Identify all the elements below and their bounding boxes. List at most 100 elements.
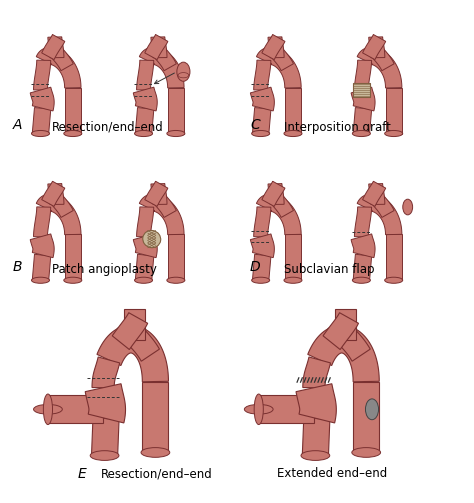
Ellipse shape — [64, 277, 82, 283]
Polygon shape — [42, 35, 65, 60]
Ellipse shape — [177, 62, 190, 81]
Polygon shape — [253, 108, 271, 134]
Polygon shape — [256, 194, 301, 235]
Polygon shape — [268, 184, 284, 205]
Ellipse shape — [301, 451, 330, 460]
Text: A: A — [13, 118, 23, 132]
Ellipse shape — [141, 448, 170, 457]
Polygon shape — [367, 43, 394, 71]
Polygon shape — [268, 37, 284, 58]
Ellipse shape — [284, 277, 302, 283]
Polygon shape — [85, 384, 126, 423]
Text: Patch angioplasty: Patch angioplasty — [52, 264, 157, 277]
Polygon shape — [149, 43, 176, 71]
Polygon shape — [42, 181, 65, 206]
Ellipse shape — [403, 199, 412, 215]
Ellipse shape — [178, 72, 189, 78]
Ellipse shape — [143, 230, 161, 247]
Polygon shape — [117, 320, 159, 361]
Ellipse shape — [31, 277, 49, 283]
Polygon shape — [136, 108, 154, 134]
Polygon shape — [357, 47, 402, 88]
Polygon shape — [266, 190, 293, 217]
Polygon shape — [369, 184, 385, 205]
Polygon shape — [46, 43, 73, 71]
Polygon shape — [385, 234, 402, 280]
Polygon shape — [48, 395, 103, 423]
Ellipse shape — [167, 130, 185, 136]
Polygon shape — [36, 47, 81, 88]
Polygon shape — [259, 395, 314, 423]
FancyBboxPatch shape — [353, 82, 370, 98]
Polygon shape — [133, 87, 157, 111]
Polygon shape — [353, 255, 372, 281]
Text: Interposition graft: Interposition graft — [284, 121, 391, 134]
Polygon shape — [151, 184, 167, 205]
Polygon shape — [351, 87, 375, 111]
Polygon shape — [151, 37, 167, 58]
Ellipse shape — [284, 130, 302, 136]
Ellipse shape — [252, 277, 270, 283]
Polygon shape — [385, 88, 402, 133]
Text: Resection/end–end: Resection/end–end — [52, 121, 164, 134]
Polygon shape — [149, 190, 176, 217]
Polygon shape — [254, 207, 271, 237]
Polygon shape — [142, 382, 168, 453]
Polygon shape — [302, 418, 330, 456]
Ellipse shape — [385, 130, 403, 136]
Polygon shape — [36, 194, 81, 235]
Polygon shape — [112, 313, 148, 350]
Ellipse shape — [252, 130, 270, 136]
Text: E: E — [78, 467, 86, 481]
Text: D: D — [250, 261, 261, 275]
Polygon shape — [64, 234, 81, 280]
Ellipse shape — [135, 130, 153, 136]
Polygon shape — [34, 60, 51, 90]
Ellipse shape — [90, 451, 119, 460]
Polygon shape — [308, 325, 379, 382]
Text: C: C — [250, 118, 260, 132]
Polygon shape — [355, 60, 372, 90]
Polygon shape — [32, 108, 51, 134]
Polygon shape — [351, 234, 375, 258]
Ellipse shape — [352, 130, 370, 136]
Ellipse shape — [352, 277, 370, 283]
Text: B: B — [13, 261, 23, 275]
Polygon shape — [296, 384, 337, 423]
Polygon shape — [285, 234, 301, 280]
Polygon shape — [32, 255, 51, 281]
Polygon shape — [48, 37, 64, 58]
Polygon shape — [34, 207, 51, 237]
Polygon shape — [91, 418, 119, 456]
Polygon shape — [133, 234, 157, 258]
Polygon shape — [168, 88, 184, 133]
Polygon shape — [46, 190, 73, 217]
Polygon shape — [136, 255, 154, 281]
Polygon shape — [139, 194, 184, 235]
Text: Resection/end–end: Resection/end–end — [101, 467, 213, 480]
Polygon shape — [266, 43, 293, 71]
Polygon shape — [168, 234, 184, 280]
Polygon shape — [250, 87, 274, 111]
Polygon shape — [328, 320, 370, 361]
Polygon shape — [137, 207, 154, 237]
Polygon shape — [363, 35, 386, 60]
Polygon shape — [335, 309, 356, 340]
Polygon shape — [285, 88, 301, 133]
Polygon shape — [254, 60, 271, 90]
Ellipse shape — [385, 277, 403, 283]
Polygon shape — [137, 60, 154, 90]
Polygon shape — [367, 190, 394, 217]
Ellipse shape — [254, 394, 264, 425]
Polygon shape — [139, 47, 184, 88]
Text: Subclavian flap: Subclavian flap — [284, 264, 374, 277]
Polygon shape — [48, 184, 64, 205]
Ellipse shape — [365, 399, 379, 420]
Polygon shape — [253, 255, 271, 281]
Polygon shape — [145, 181, 168, 206]
Ellipse shape — [245, 404, 273, 414]
Polygon shape — [369, 37, 385, 58]
Polygon shape — [363, 181, 386, 206]
Ellipse shape — [167, 277, 185, 283]
Polygon shape — [353, 108, 372, 134]
